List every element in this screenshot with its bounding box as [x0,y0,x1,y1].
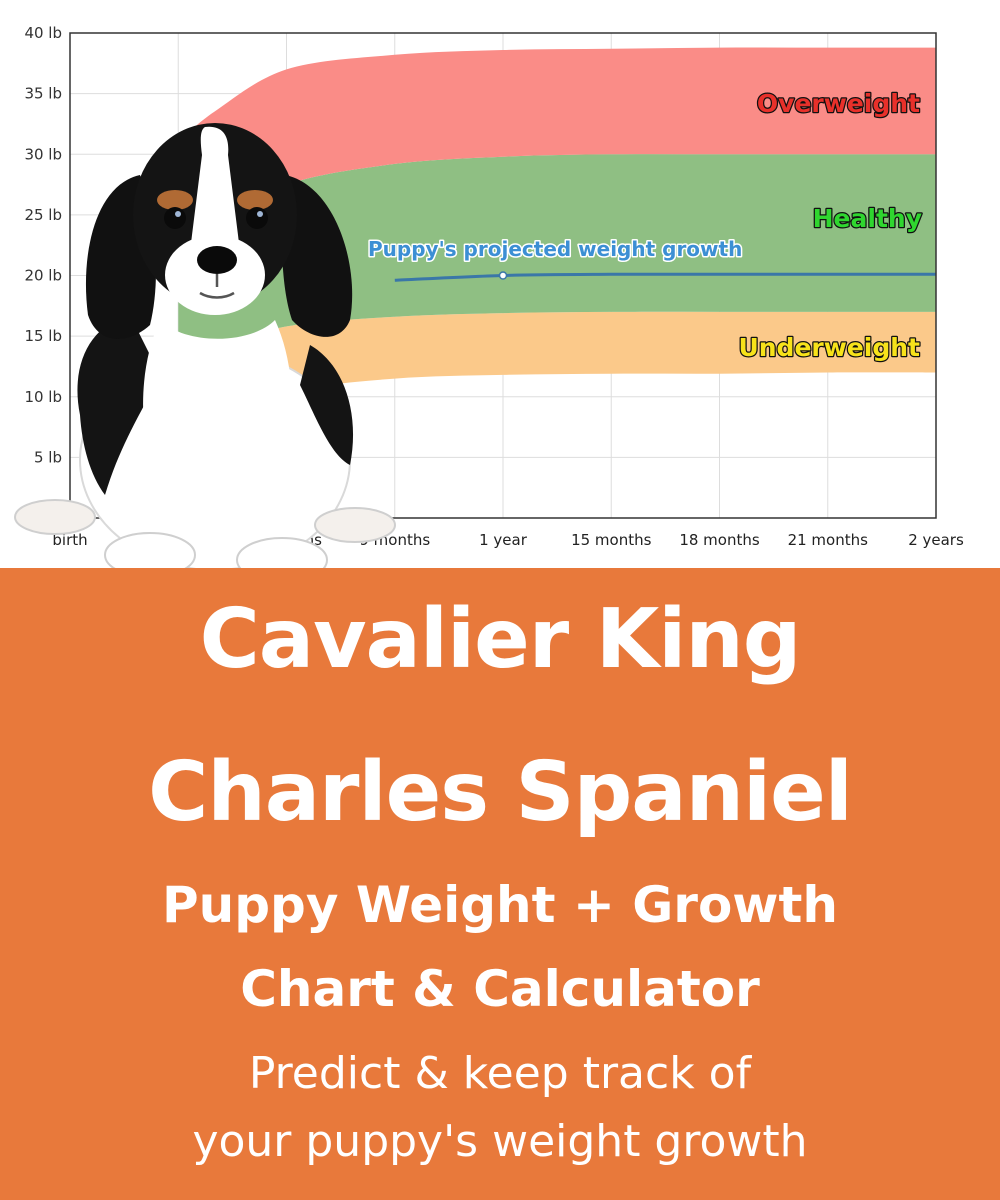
puppy-side-patch [300,345,354,465]
puppy-chest [143,320,292,495]
growth-line-group [394,271,936,282]
x-tick-label: 2 years [908,531,964,549]
label-puppy-s-projected-weight-growth: Puppy's projected weight growth [368,237,742,261]
puppy-right-eye-shine [257,211,263,217]
band-healthy [178,154,937,361]
y-tick-label: 5 lb [34,448,62,466]
growth-line [394,272,936,282]
puppy-right-eye [246,207,268,229]
puppy-muzzle [165,235,265,315]
puppy-right-ear [281,175,353,337]
puppy-mouth [199,274,235,299]
breed-title-line-2: Charles Spaniel [148,745,853,840]
puppy-tan-right [237,190,273,210]
label-underweight: Underweight [738,333,920,362]
y-tick-label: 40 lb [24,24,62,42]
description-line-1: Predict & keep track of [248,1048,752,1099]
y-tick-label: 10 lb [24,388,62,406]
x-tick-label: 15 months [571,531,652,549]
x-tick-label: 1 year [479,531,528,549]
puppy-left-eye [164,207,186,229]
label-healthy: Healthy [813,204,922,233]
puppy-back-left-paw [14,499,96,535]
x-tick-label: 21 months [788,531,869,549]
y-tick-label: 20 lb [24,267,62,285]
plot-border [69,32,937,519]
growth-chart: 5 lb 10 lb 15 lb 20 lb 25 lb 30 lb 35 lb 40 lb … [0,0,1000,583]
x-tick-label: birth [52,531,87,549]
y-tick-label: 30 lb [24,145,62,163]
y-axis-ticks: 5 lb 10 lb 15 lb 20 lb 25 lb 30 lb 35 lb 40 lb [24,24,62,466]
growth-point [498,271,508,280]
y-tick-label: 35 lb [24,85,62,103]
x-tick-label: 18 months [679,531,760,549]
band-labels: Overweight Healthy Underweight Puppy's proj… [367,88,924,364]
puppy-back-right-paw [314,507,396,543]
weight-bands [178,47,937,421]
puppy-nose [197,246,237,274]
puppy-tan-left [157,190,193,210]
band-overweight [178,47,937,252]
description-line-2: your puppy's weight growth [192,1116,808,1167]
breed-title-line-1: Cavalier King [199,592,802,687]
title-banner: Cavalier King Charles Spaniel Puppy Weig… [0,568,1000,1200]
label-overweight: Overweight [757,89,920,118]
subtitle-line-2: Chart & Calculator [240,960,760,1018]
y-tick-label: 15 lb [24,327,62,345]
puppy-back-patch [77,315,160,495]
puppy-left-eye-shine [175,211,181,217]
band-underweight [178,311,937,421]
puppy-illustration [14,123,396,583]
y-tick-label: 25 lb [24,206,62,224]
subtitle-line-1: Puppy Weight + Growth [162,876,838,934]
